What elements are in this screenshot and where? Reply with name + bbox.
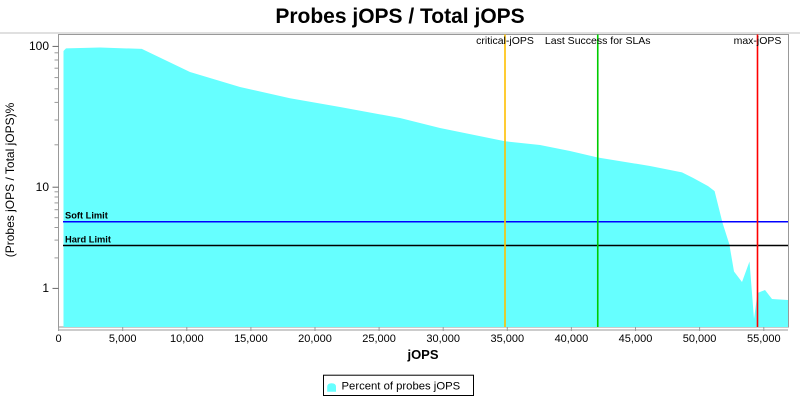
svg-text:Hard Limit: Hard Limit bbox=[65, 235, 111, 245]
svg-text:(Probes jOPS / Total jOPS)%: (Probes jOPS / Total jOPS)% bbox=[3, 102, 17, 257]
svg-text:10,000: 10,000 bbox=[170, 333, 204, 345]
svg-text:Percent of probes jOPS: Percent of probes jOPS bbox=[342, 381, 461, 393]
svg-text:Last Success for SLAs: Last Success for SLAs bbox=[545, 35, 651, 47]
svg-text:Soft Limit: Soft Limit bbox=[65, 211, 108, 221]
svg-text:50,000: 50,000 bbox=[683, 333, 717, 345]
svg-text:0: 0 bbox=[56, 333, 62, 345]
svg-text:30,000: 30,000 bbox=[426, 333, 460, 345]
svg-text:1: 1 bbox=[42, 281, 49, 295]
svg-text:jOPS: jOPS bbox=[406, 347, 438, 362]
svg-text:40,000: 40,000 bbox=[555, 333, 589, 345]
svg-text:max-jOPS: max-jOPS bbox=[734, 35, 782, 47]
svg-text:20,000: 20,000 bbox=[298, 333, 332, 345]
svg-text:100: 100 bbox=[29, 39, 49, 53]
svg-text:critical-jOPS: critical-jOPS bbox=[476, 35, 534, 47]
svg-text:45,000: 45,000 bbox=[619, 333, 653, 345]
svg-text:5,000: 5,000 bbox=[109, 333, 137, 345]
svg-text:Probes jOPS / Total jOPS: Probes jOPS / Total jOPS bbox=[275, 5, 524, 28]
svg-text:55,000: 55,000 bbox=[747, 333, 781, 345]
svg-text:35,000: 35,000 bbox=[490, 333, 524, 345]
svg-text:10: 10 bbox=[36, 180, 50, 194]
svg-text:15,000: 15,000 bbox=[234, 333, 268, 345]
svg-text:25,000: 25,000 bbox=[362, 333, 396, 345]
